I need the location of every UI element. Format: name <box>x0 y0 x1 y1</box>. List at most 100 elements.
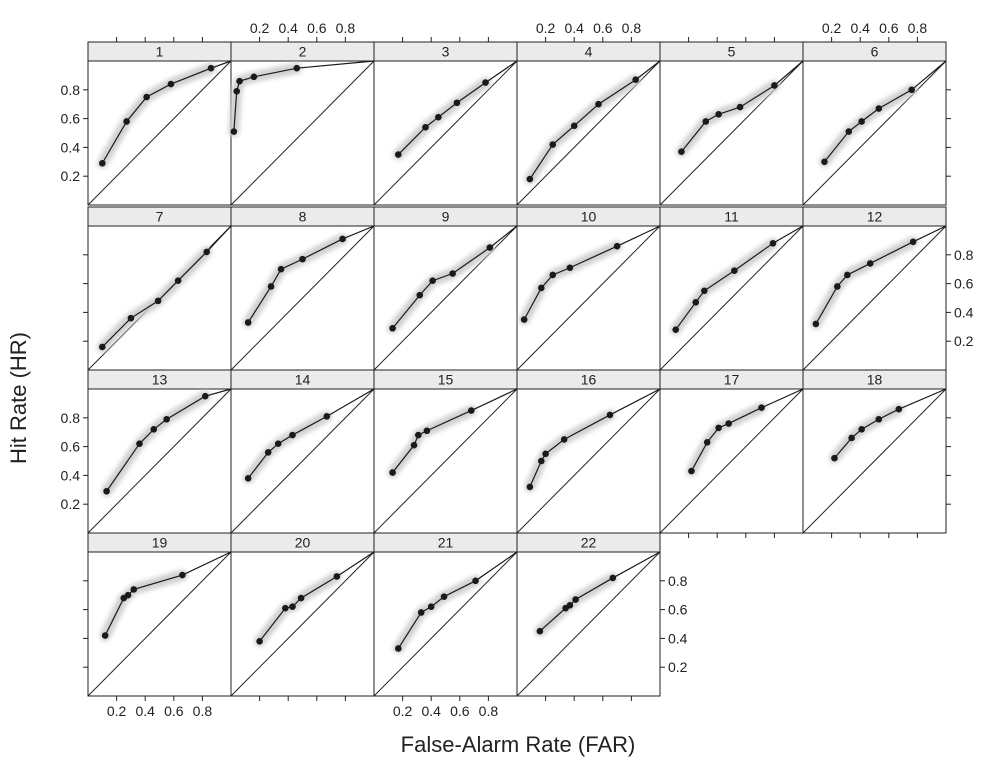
ticks-layer: 0.2 0.4 0.6 0.8 0.2 0.4 0.6 0.8 0.2 0.4 0.6 0.8 0.2 0… <box>61 20 974 719</box>
panel-label: 16 <box>581 372 597 388</box>
bottom-axis-tick-label: 0.8 <box>193 703 213 719</box>
chance-diagonal <box>802 225 947 371</box>
roc-point <box>130 586 138 593</box>
roc-point <box>688 467 695 475</box>
top-axis-tick-label: 0.6 <box>879 20 899 36</box>
panel-label: 21 <box>438 535 454 551</box>
panel-17: 17 <box>659 369 804 534</box>
roc-point <box>812 320 820 328</box>
roc-point <box>736 103 744 111</box>
roc-point <box>520 316 528 323</box>
roc-point <box>282 604 289 612</box>
roc-point <box>179 571 186 579</box>
chance-diagonal <box>230 388 375 534</box>
roc-point <box>233 87 241 95</box>
left-axis-tick-label: 0.6 <box>61 111 81 127</box>
roc-point <box>143 93 150 101</box>
roc-point <box>416 291 424 299</box>
roc-point <box>672 326 680 333</box>
roc-point <box>482 79 489 86</box>
left-axis-tick-label: 0.2 <box>61 496 81 512</box>
top-axis-tick-label: 0.2 <box>536 20 556 36</box>
roc-point <box>150 426 158 433</box>
roc-line <box>834 388 947 459</box>
roc-line <box>392 225 518 329</box>
roc-point <box>725 420 732 427</box>
roc-point <box>692 299 700 306</box>
panel-label: 18 <box>867 372 883 388</box>
roc-point <box>289 431 296 439</box>
panel-label: 19 <box>152 535 168 551</box>
left-axis-tick-label: 0.8 <box>61 410 81 426</box>
chance-diagonal <box>516 551 661 697</box>
panel-label: 3 <box>442 44 450 60</box>
chance-diagonal <box>659 388 804 534</box>
panel-10: 10 <box>516 206 661 371</box>
roc-point <box>858 426 865 433</box>
roc-point <box>570 122 578 130</box>
roc-point <box>267 283 275 290</box>
confidence-band <box>828 403 905 464</box>
roc-point <box>289 603 296 611</box>
roc-point <box>536 627 544 635</box>
panel-21: 21 <box>373 532 518 697</box>
roc-point <box>613 242 621 250</box>
confidence-band <box>818 84 918 168</box>
roc-point <box>415 431 422 439</box>
right-axis-tick-label: 0.4 <box>954 304 974 320</box>
roc-line <box>680 60 804 153</box>
roc-point <box>339 235 346 243</box>
chance-diagonal <box>230 60 375 206</box>
top-axis-tick-label: 0.4 <box>850 20 870 36</box>
y-axis-title: Hit Rate (HR) <box>6 332 31 464</box>
confidence-band <box>242 410 333 484</box>
panel-frame <box>802 388 947 534</box>
panel-6: 6 <box>802 41 947 206</box>
roc-point <box>831 454 838 462</box>
roc-point <box>203 248 210 256</box>
panel-3: 3 <box>373 41 518 206</box>
roc-point <box>440 593 448 600</box>
roc-point <box>429 277 436 285</box>
chance-diagonal <box>802 60 947 206</box>
chance-diagonal <box>516 225 661 371</box>
panel-14: 14 <box>230 369 375 534</box>
roc-point <box>526 175 534 183</box>
roc-point <box>410 441 418 449</box>
roc-point <box>99 343 106 351</box>
roc-point <box>538 284 545 292</box>
roc-point <box>701 287 708 295</box>
roc-point <box>848 434 855 442</box>
roc-point <box>595 100 602 108</box>
roc-point <box>606 411 614 419</box>
confidence-band <box>524 74 642 185</box>
panel-22: 22 <box>516 532 661 697</box>
roc-point <box>909 238 917 246</box>
roc-point <box>422 123 429 131</box>
top-axis-tick-label: 0.8 <box>336 20 356 36</box>
confidence-band <box>242 233 349 328</box>
top-axis-tick-label: 0.6 <box>593 20 613 36</box>
top-axis-tick-label: 0.4 <box>564 20 584 36</box>
confidence-band <box>96 246 213 353</box>
roc-point <box>174 277 182 285</box>
roc-point <box>486 244 494 251</box>
panel-label: 8 <box>299 209 307 225</box>
roc-point <box>250 73 258 81</box>
confidence-band <box>254 570 343 647</box>
roc-point <box>395 645 402 652</box>
confidence-band <box>670 237 779 336</box>
right-axis-tick-label: 0.4 <box>668 630 688 646</box>
roc-point <box>297 594 305 602</box>
roc-point <box>632 76 639 84</box>
roc-point <box>731 267 738 274</box>
roc-point <box>858 118 865 125</box>
roc-line <box>101 225 232 348</box>
roc-line <box>397 551 518 649</box>
bottom-axis-tick-label: 0.6 <box>164 703 184 719</box>
roc-point <box>123 118 130 125</box>
bottom-axis-tick-label: 0.4 <box>135 703 155 719</box>
roc-point <box>417 609 425 616</box>
panel-16: 16 <box>516 369 661 534</box>
